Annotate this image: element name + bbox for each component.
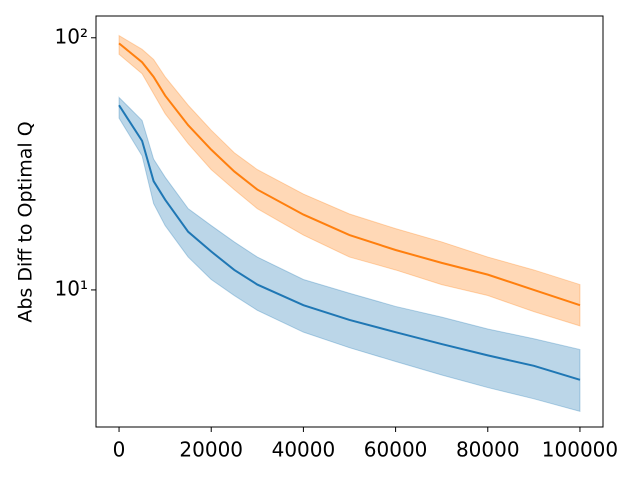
plot-frame <box>95 15 604 428</box>
x-tick-label: 60000 <box>364 438 428 462</box>
band <box>118 34 581 327</box>
x-tick-label: 80000 <box>456 438 520 462</box>
x-tick-label: 40000 <box>272 438 336 462</box>
x-tick-label: 0 <box>113 438 126 462</box>
y-tick-label: 10¹ <box>55 276 88 300</box>
line <box>118 104 581 381</box>
band <box>118 96 581 412</box>
x-tick-label: 20000 <box>179 438 243 462</box>
y-axis-label: Abs Diff to Optimal Q <box>15 121 37 322</box>
x-tick-label: 100000 <box>542 438 618 462</box>
line <box>118 42 581 307</box>
y-tick-label: 10² <box>55 24 88 48</box>
